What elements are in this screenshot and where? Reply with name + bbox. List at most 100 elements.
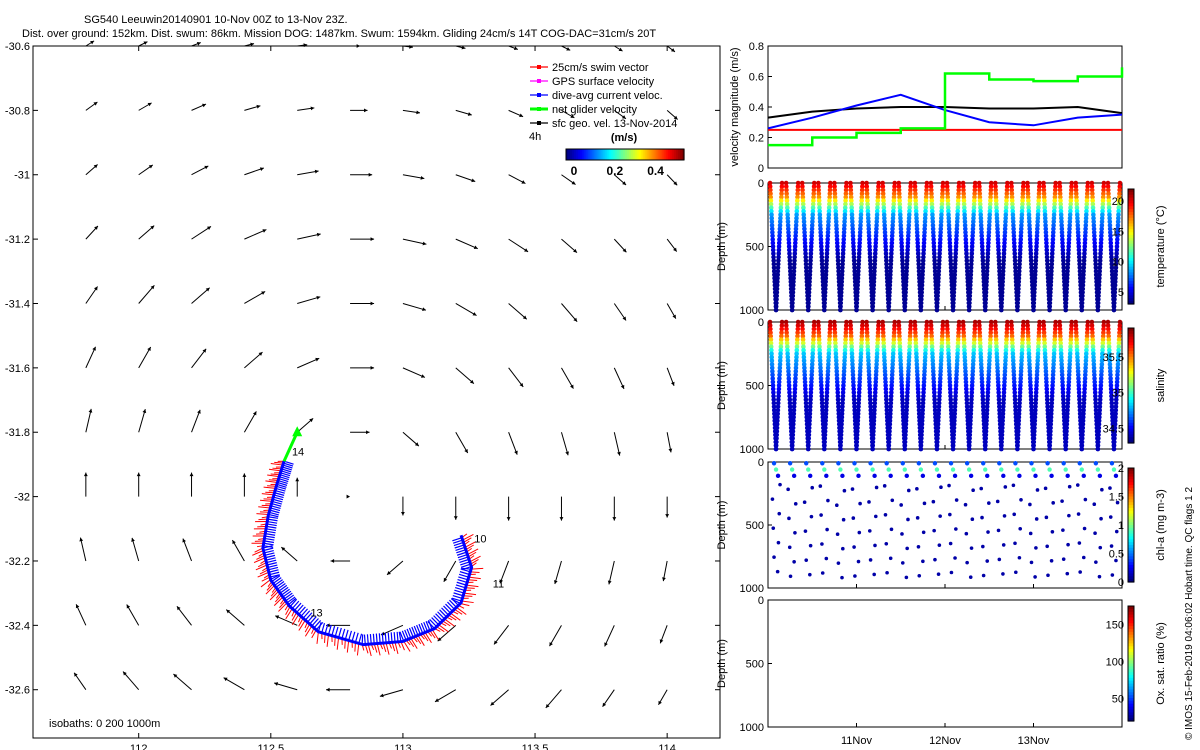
section-point bbox=[1043, 230, 1049, 235]
section-point bbox=[822, 307, 827, 313]
section-point bbox=[1084, 337, 1090, 342]
section-point bbox=[1098, 379, 1104, 385]
section-point bbox=[1015, 290, 1021, 295]
section-point bbox=[887, 422, 893, 427]
velocity-arrowhead bbox=[435, 698, 440, 702]
section-colorbar-cell bbox=[1128, 260, 1134, 265]
section-point bbox=[1067, 351, 1073, 357]
section-point bbox=[1092, 233, 1097, 239]
velocity-arrowhead bbox=[226, 609, 231, 614]
section-point bbox=[902, 304, 908, 309]
section-point bbox=[859, 187, 865, 193]
section-point bbox=[915, 247, 921, 253]
section-point bbox=[1060, 390, 1066, 395]
section-point bbox=[922, 223, 928, 228]
section-point bbox=[844, 180, 849, 186]
section-point bbox=[777, 362, 783, 367]
section-point bbox=[904, 411, 909, 417]
section-point bbox=[867, 254, 873, 260]
section-point bbox=[930, 226, 936, 232]
section-point bbox=[953, 397, 958, 402]
velocity-vector bbox=[455, 238, 478, 250]
section-point bbox=[1081, 400, 1087, 406]
section-point bbox=[923, 333, 929, 339]
section-point bbox=[914, 351, 919, 357]
section-point bbox=[816, 191, 822, 196]
section-point bbox=[903, 422, 909, 427]
section-point bbox=[1027, 369, 1033, 374]
section-point bbox=[932, 254, 937, 260]
section-point bbox=[904, 407, 909, 413]
section-point bbox=[995, 365, 1000, 371]
legend-label: sfc geo. vel. 13-Nov-2014 bbox=[552, 118, 677, 130]
section-point bbox=[1077, 261, 1082, 267]
section-point bbox=[1033, 254, 1039, 260]
section-point bbox=[1090, 198, 1095, 203]
swim-vector bbox=[254, 540, 265, 542]
section-point bbox=[1097, 268, 1102, 274]
dac-vector bbox=[265, 528, 277, 532]
section-point bbox=[825, 379, 830, 385]
section-point bbox=[843, 201, 848, 207]
section-point bbox=[1069, 326, 1074, 332]
net-velocity-arrowhead bbox=[292, 426, 303, 437]
section-point bbox=[1075, 215, 1080, 221]
section-point bbox=[898, 226, 904, 232]
section-point bbox=[1003, 347, 1009, 353]
colorbar-cell bbox=[621, 149, 624, 160]
section-point bbox=[818, 362, 823, 367]
section-point bbox=[808, 397, 813, 402]
section-point bbox=[1029, 407, 1034, 413]
velocity-arrowhead bbox=[314, 169, 319, 174]
section-point bbox=[972, 191, 977, 196]
section-point bbox=[868, 261, 873, 267]
velocity-arrowhead bbox=[356, 44, 361, 48]
section-point bbox=[1078, 570, 1082, 574]
section-point bbox=[784, 340, 790, 346]
section-point bbox=[915, 376, 920, 381]
section-point bbox=[993, 194, 999, 200]
swim-vector bbox=[260, 579, 271, 588]
section-point bbox=[936, 407, 942, 413]
section-point bbox=[1068, 333, 1074, 339]
section-point bbox=[952, 407, 958, 413]
section-point bbox=[1028, 251, 1034, 256]
section-point bbox=[1018, 376, 1024, 381]
section-point bbox=[858, 219, 863, 225]
section-point bbox=[985, 247, 991, 253]
section-point bbox=[855, 286, 860, 292]
velocity-arrowhead bbox=[414, 442, 419, 447]
section-point bbox=[1002, 240, 1007, 246]
section-point bbox=[946, 223, 952, 228]
velocity-arrowhead bbox=[519, 382, 524, 387]
section-point bbox=[799, 319, 805, 325]
section-point bbox=[905, 251, 910, 256]
section-point bbox=[791, 275, 796, 281]
section-point bbox=[866, 369, 872, 374]
section-point bbox=[809, 376, 814, 381]
velocity-arrowhead bbox=[602, 702, 607, 707]
section-point bbox=[850, 362, 855, 367]
section-point bbox=[1077, 541, 1082, 545]
section-point bbox=[919, 425, 925, 431]
section-point bbox=[792, 258, 797, 263]
section-point bbox=[874, 226, 879, 232]
section-point bbox=[946, 351, 951, 357]
section-point bbox=[903, 283, 909, 288]
section-point bbox=[903, 429, 908, 434]
section-point bbox=[857, 244, 862, 249]
dac-vector bbox=[268, 569, 279, 573]
section-point bbox=[822, 304, 827, 309]
section-point bbox=[969, 247, 975, 253]
section-point bbox=[980, 258, 986, 263]
colorbar-cell bbox=[648, 149, 652, 160]
legend-4h-label: 4h bbox=[529, 131, 541, 143]
section-point bbox=[776, 540, 781, 545]
section-point bbox=[986, 226, 992, 232]
section-point bbox=[1113, 407, 1119, 413]
section-point bbox=[1114, 247, 1120, 253]
velocity-vector bbox=[244, 229, 267, 240]
section-point bbox=[970, 237, 975, 242]
section-colorbar-cell bbox=[1128, 626, 1134, 630]
section-point bbox=[995, 226, 1000, 232]
